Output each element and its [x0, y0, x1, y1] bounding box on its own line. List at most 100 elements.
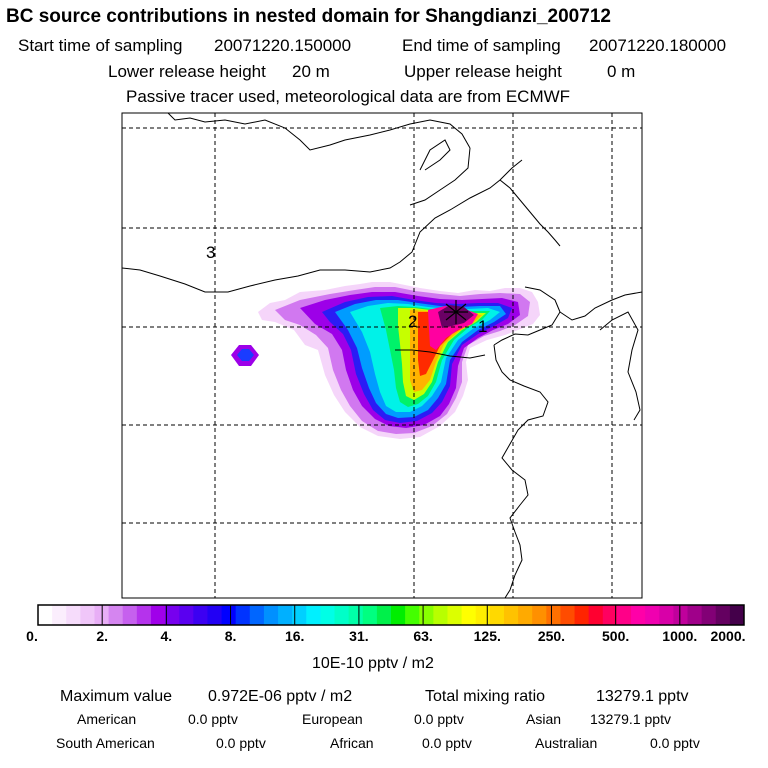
isolated-plume-blob: [231, 345, 259, 366]
colorbar-swatch: [405, 605, 420, 625]
colorbar-swatch: [249, 605, 265, 625]
colorbar-swatch: [546, 605, 561, 625]
colorbar-swatch: [602, 605, 618, 625]
colorbar-swatch: [475, 605, 491, 625]
south-american-value: 0.0 pptv: [216, 735, 266, 751]
border-south: [395, 349, 486, 359]
marker-1: 1: [478, 317, 487, 336]
colorbar-label: 125.: [473, 628, 501, 644]
colorbar-swatch: [150, 605, 166, 625]
colorbar-swatch: [66, 605, 81, 625]
colorbar-swatch: [306, 605, 321, 625]
australian-value: 0.0 pptv: [650, 735, 700, 751]
receptor-marker-icon: [444, 300, 468, 324]
colorbar-swatch: [263, 605, 279, 625]
asian-value: 13279.1 pptv: [590, 711, 671, 727]
colorbar-swatch: [701, 605, 717, 625]
lower-release-label: Lower release height: [108, 62, 266, 81]
colorbar-label: 500.: [602, 628, 630, 644]
european-value: 0.0 pptv: [414, 711, 464, 727]
colorbar-swatch: [122, 605, 138, 625]
end-time-label: End time of sampling: [402, 36, 561, 55]
colorbar-swatch: [38, 605, 53, 625]
colorbar-swatch: [108, 605, 124, 625]
colorbar-swatch: [193, 605, 208, 625]
colorbar-swatch: [447, 605, 463, 625]
colorbar-swatch: [659, 605, 674, 625]
colorbar-swatch: [645, 605, 660, 625]
european-label: European: [302, 711, 363, 727]
colorbar-label: 16.: [284, 628, 305, 644]
max-value-label: Maximum value: [60, 688, 173, 705]
colorbar-swatch: [419, 605, 434, 625]
american-label: American: [77, 711, 137, 727]
colorbar-swatch: [673, 605, 689, 625]
colorbar-swatch: [461, 605, 477, 625]
colorbar-swatch: [560, 605, 576, 625]
colorbar-swatch: [348, 605, 364, 625]
marker-2: 2: [408, 312, 417, 331]
colorbar-label: 0.: [26, 628, 38, 644]
marker-3: 3: [206, 243, 215, 262]
tracer-note: Passive tracer used, meteorological data…: [126, 87, 571, 106]
colorbar-swatch: [292, 605, 307, 625]
colorbar-swatch: [433, 605, 448, 625]
colorbar-swatch: [362, 605, 378, 625]
colorbar-label: 8.: [224, 628, 237, 644]
plot-title: BC source contributions in nested domain…: [6, 6, 611, 27]
coast-segment-a: [419, 139, 451, 171]
start-time-value: 20071220.150000: [214, 36, 352, 55]
south-american-label: South American: [56, 735, 155, 751]
colorbar-label: 4.: [160, 628, 173, 644]
korea-peninsula: [599, 311, 641, 421]
colorbar-frame: [37, 604, 745, 626]
african-value: 0.0 pptv: [422, 735, 472, 751]
australian-label: Australian: [535, 735, 598, 751]
total-mixing-value: 13279.1 pptv: [596, 688, 689, 705]
colorbar-swatch: [532, 605, 547, 625]
colorbar: [37, 604, 745, 626]
colorbar-swatch: [80, 605, 95, 625]
lower-release-value: 20 m: [292, 62, 330, 81]
colorbar-swatch: [334, 605, 350, 625]
colorbar-swatch: [631, 605, 646, 625]
upper-release-label: Upper release height: [404, 62, 562, 81]
border-line-northeast: [409, 147, 471, 206]
colorbar-swatch: [715, 605, 731, 625]
coastlines: [122, 113, 642, 598]
max-value: 0.972E-06 pptv / m2: [208, 688, 353, 705]
colorbar-swatch: [729, 605, 745, 625]
colorbar-swatch: [52, 605, 67, 625]
start-time-label: Start time of sampling: [18, 36, 183, 55]
colorbar-swatch: [574, 605, 590, 625]
african-label: African: [330, 735, 374, 751]
colorbar-label: 2.: [96, 628, 109, 644]
american-value: 0.0 pptv: [188, 711, 238, 727]
end-time-value: 20071220.180000: [589, 36, 727, 55]
contribution-field: [122, 113, 642, 598]
colorbar-swatch: [136, 605, 152, 625]
coast-segment-b: [167, 113, 471, 151]
colorbar-swatch: [391, 605, 406, 625]
colorbar-unit: 10E-10 pptv / m2: [312, 655, 434, 672]
colorbar-swatch: [687, 605, 703, 625]
border-line-north: [122, 159, 523, 293]
colorbar-swatch: [278, 605, 293, 625]
colorbar-swatch: [503, 605, 519, 625]
map-frame: [121, 112, 643, 599]
asian-label: Asian: [526, 711, 562, 727]
upper-release-value: 0 m: [607, 62, 636, 81]
colorbar-swatch: [518, 605, 533, 625]
colorbar-label: 250.: [537, 628, 566, 644]
graticule: [122, 113, 642, 598]
total-mixing-label: Total mixing ratio: [425, 688, 546, 705]
colorbar-swatch: [320, 605, 336, 625]
colorbar-swatch: [207, 605, 223, 625]
colorbar-label: 63.: [413, 628, 433, 644]
colorbar-swatch: [616, 605, 632, 625]
colorbar-swatch: [489, 605, 505, 625]
colorbar-swatch: [588, 605, 604, 625]
east-coast: [493, 344, 549, 598]
colorbar-swatch: [221, 605, 237, 625]
